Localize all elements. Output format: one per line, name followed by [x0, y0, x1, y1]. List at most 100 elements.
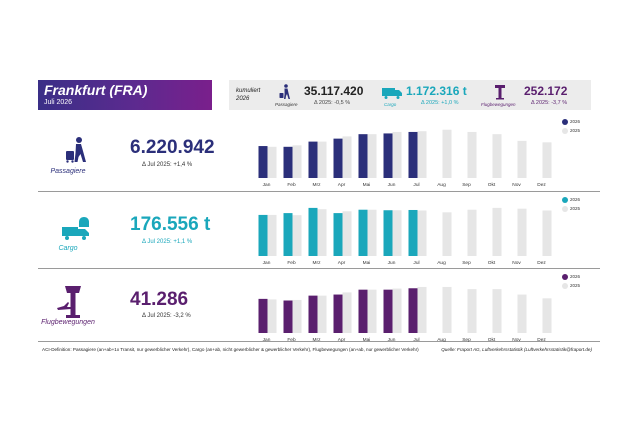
passengers-bar-2025-jul	[417, 131, 427, 178]
passengers-bar-chart: Jan Feb Mrz Apr Mai Jun Jul Aug Sep Okt Nov Dez	[258, 129, 552, 188]
section-passengers-name: Passagiere	[50, 168, 86, 175]
cargo-icon	[62, 217, 89, 240]
cumulative-movements-caption: Flugbewegungen	[481, 102, 516, 107]
passengers-bar-2026-jun	[383, 133, 393, 178]
passengers-tick-label-mai: Mai	[363, 182, 371, 188]
passengers-bar-2025-dez	[542, 142, 552, 178]
cargo-bar-2025-mai	[367, 209, 377, 256]
passenger-icon	[66, 137, 86, 163]
cargo-bar-2025-nov	[517, 208, 527, 256]
cargo-bar-2025-jul	[417, 210, 427, 256]
movements-bar-2026-jun	[383, 289, 393, 333]
section-cargo-delta: Δ Jul 2025: +1,1 %	[142, 239, 193, 245]
movements-tick-label-mai: Mai	[363, 337, 371, 343]
cargo-bar-2026-apr	[333, 213, 343, 256]
control-tower-icon	[57, 286, 81, 318]
cargo-bar-2025-jun	[392, 210, 402, 256]
section-passengers-value: 6.220.942	[130, 137, 215, 158]
cumulative-cargo: Cargo 1.172.316 t Δ 2025: +1,0 %	[379, 80, 489, 110]
cargo-bar-2025-aug	[442, 212, 452, 256]
legend-swatch	[562, 274, 568, 280]
movements-bar-2025-jun	[392, 288, 402, 333]
movements-bar-2026-jan	[258, 298, 268, 333]
passengers-bar-2025-mrz	[317, 141, 327, 178]
passengers-bar-2025-apr	[342, 136, 352, 178]
movements-tick-label-aug: Aug	[437, 337, 446, 343]
movements-tick-label-okt: Okt	[488, 337, 496, 343]
cargo-bar-2025-jan	[267, 214, 277, 256]
section-movements-delta: Δ Jul 2025: -3,2 %	[142, 313, 191, 319]
section-cargo-value: 176.556 t	[130, 214, 211, 235]
legend-label: 2025	[570, 206, 581, 211]
cargo-tick-label-feb: Feb	[287, 260, 296, 266]
cumulative-movements: Flugbewegungen 252.172 Δ 2025: -3,7 %	[479, 80, 589, 110]
cargo-bar-2026-jun	[383, 210, 393, 256]
passengers-tick-label-okt: Okt	[488, 182, 496, 188]
legend-swatch	[562, 206, 568, 212]
cumulative-cargo-caption: Cargo	[384, 102, 397, 107]
movements-bar-2025-okt	[492, 289, 502, 333]
section-passengers: Passagiere 6.220.942 Δ Jul 2025: +1,4 %	[38, 118, 600, 190]
legend-swatch	[562, 197, 568, 203]
passengers-bar-2026-jan	[258, 146, 268, 178]
page-subtitle: Juli 2026	[44, 99, 73, 106]
movements-tick-label-sep: Sep	[462, 337, 471, 343]
cargo-tick-label-okt: Okt	[488, 260, 496, 266]
movements-bar-2025-nov	[517, 294, 527, 333]
legend-label: 2025	[570, 128, 581, 133]
section-divider	[38, 341, 600, 342]
movements-bar-2026-mrz	[308, 295, 318, 333]
movements-bar-2025-dez	[542, 298, 552, 333]
cargo-bar-2025-feb	[292, 215, 302, 256]
passengers-bar-2026-mrz	[308, 141, 318, 178]
cumulative-movements-value: 252.172	[524, 84, 568, 98]
cargo-icon	[382, 88, 402, 99]
movements-tick-label-dez: Dez	[537, 337, 546, 343]
control-tower-icon	[495, 85, 505, 100]
cumulative-label: kumuliert 2026	[236, 87, 260, 103]
movements-tick-label-nov: Nov	[512, 337, 521, 343]
cargo-tick-label-sep: Sep	[462, 260, 471, 266]
cargo-bar-2025-mrz	[317, 209, 327, 256]
movements-bar-2025-mai	[367, 289, 377, 333]
cumulative-label-line2: 2026	[236, 96, 250, 102]
passengers-tick-label-aug: Aug	[437, 182, 446, 188]
movements-bar-2025-feb	[292, 299, 302, 333]
cargo-tick-label-nov: Nov	[512, 260, 521, 266]
cargo-bar-2025-okt	[492, 207, 502, 256]
movements-tick-label-jul: Jul	[413, 337, 419, 343]
passengers-bar-2025-mai	[367, 134, 377, 178]
cargo-bar-chart: Jan Feb Mrz Apr Mai Jun Jul Aug Sep Okt Nov Dez	[258, 207, 552, 266]
passengers-bar-2025-jun	[392, 131, 402, 178]
cargo-tick-label-dez: Dez	[537, 260, 546, 266]
passengers-bar-2026-mai	[358, 134, 368, 178]
passengers-tick-label-jun: Jun	[388, 182, 396, 188]
legend-swatch	[562, 119, 568, 125]
passengers-tick-label-dez: Dez	[537, 182, 546, 188]
passengers-bar-2026-feb	[283, 146, 293, 178]
section-movements-value: 41.286	[130, 289, 189, 310]
cargo-tick-label-aug: Aug	[437, 260, 446, 266]
passengers-bar-2025-aug	[442, 129, 452, 178]
passengers-bar-2025-okt	[492, 134, 502, 178]
cargo-bar-2025-apr	[342, 211, 352, 256]
cumulative-movements-delta: Δ 2025: -3,7 %	[531, 100, 568, 106]
movements-bar-2025-apr	[342, 292, 352, 333]
movements-bar-2025-mrz	[317, 295, 327, 333]
cargo-bar-2025-sep	[467, 209, 477, 256]
cargo-bar-2026-feb	[283, 213, 293, 256]
section-cargo-name: Cargo	[58, 245, 78, 252]
cargo-tick-label-jul: Jul	[413, 260, 419, 266]
passengers-bar-2025-feb	[292, 145, 302, 178]
cumulative-cargo-delta: Δ 2025: +1,0 %	[421, 100, 459, 106]
legend-swatch	[562, 128, 568, 134]
cargo-tick-label-jan: Jan	[263, 260, 271, 266]
footer-source: Quelle: Fraport AG, Luftverkehrsstatisti…	[441, 347, 592, 352]
passengers-tick-label-feb: Feb	[287, 182, 296, 188]
title-banner: Frankfurt (FRA) Juli 2026	[38, 80, 212, 110]
cumulative-bar: kumuliert 2026 Passagiere 35.117.420 Δ 2…	[229, 80, 591, 110]
section-divider	[38, 268, 600, 269]
passengers-tick-label-apr: Apr	[338, 182, 346, 188]
section-movements: Flugbewegungen 41.286 Δ Jul 2025: -3,2 %	[38, 272, 600, 344]
